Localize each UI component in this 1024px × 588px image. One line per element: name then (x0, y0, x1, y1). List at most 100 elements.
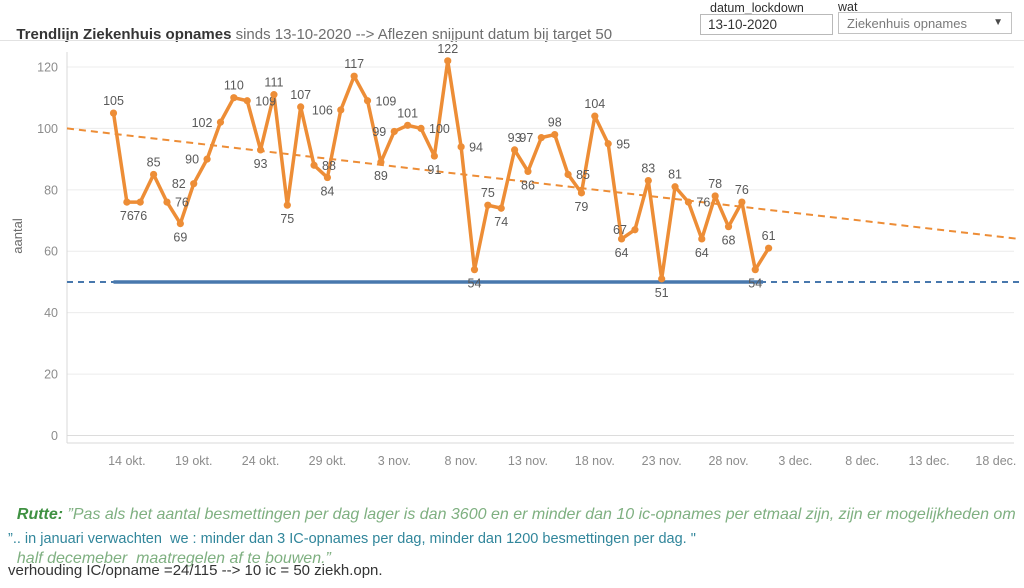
data-point[interactable] (176, 220, 184, 228)
y-tick-label: 40 (44, 306, 58, 320)
data-point[interactable] (551, 130, 559, 139)
data-point[interactable] (430, 152, 438, 160)
data-point[interactable] (350, 72, 358, 80)
data-point-label: 101 (397, 106, 418, 120)
data-point-label: 84 (320, 185, 334, 199)
data-point[interactable] (270, 91, 278, 99)
data-point-label: 105 (103, 94, 124, 108)
data-point[interactable] (123, 198, 131, 206)
rutte-quote-line1: ”Pas als het aantal besmettingen per dag… (63, 506, 1016, 523)
data-point-label: 51 (655, 286, 669, 300)
y-tick-label: 0 (51, 429, 58, 443)
data-point[interactable] (524, 167, 532, 175)
x-tick-label: 3 nov. (378, 454, 411, 468)
data-point[interactable] (631, 226, 639, 234)
data-point[interactable] (363, 97, 372, 105)
verhouding-note: verhouding IC/opname =24/115 --> 10 ic =… (8, 562, 383, 579)
data-point-label: 74 (494, 215, 508, 229)
trend-chart: 0 20 40 60 80 100 120 aantal 14 okt. 19 okt. 24 ok… (10, 42, 1020, 468)
x-tick-label: 24 okt. (242, 454, 280, 468)
data-point-label: 107 (290, 88, 311, 102)
data-point[interactable] (377, 158, 385, 166)
x-tick-label: 8 dec. (845, 454, 879, 468)
data-point[interactable] (644, 177, 652, 185)
data-point[interactable] (537, 134, 545, 142)
data-point[interactable] (497, 204, 505, 212)
data-point[interactable] (190, 180, 198, 188)
data-point-label: 88 (322, 159, 336, 173)
x-tick-label: 13 nov. (508, 454, 548, 468)
data-point-label: 54 (468, 277, 482, 291)
data-point[interactable] (591, 112, 599, 120)
data-point[interactable] (617, 235, 626, 243)
data-point[interactable] (256, 146, 265, 154)
x-tick-label: 8 nov. (445, 454, 478, 468)
title-snijpunt: snijpunt (431, 26, 484, 43)
data-point[interactable] (671, 183, 679, 191)
data-point[interactable] (724, 223, 733, 231)
wat-dropdown[interactable]: Ziekenhuis opnames ▼ (838, 12, 1012, 34)
header-separator (0, 40, 1024, 41)
data-point-label: 78 (708, 177, 722, 191)
data-point[interactable] (163, 198, 171, 206)
data-point[interactable] (283, 201, 291, 209)
data-point[interactable] (297, 103, 305, 111)
data-point-label: 104 (584, 97, 605, 111)
data-point[interactable] (109, 109, 118, 117)
data-point[interactable] (577, 189, 586, 197)
data-point[interactable] (738, 198, 746, 206)
data-point-label: 81 (668, 168, 682, 182)
data-point-label: 109 (255, 94, 276, 108)
y-tick-label: 80 (44, 183, 58, 197)
data-point[interactable] (765, 244, 773, 252)
x-tick-label: 23 nov. (642, 454, 682, 468)
data-point[interactable] (751, 266, 759, 274)
data-point[interactable] (337, 106, 345, 114)
data-point[interactable] (564, 170, 572, 179)
data-point-label: 67 (613, 223, 627, 237)
data-point-label: 111 (264, 76, 283, 90)
y-axis-title: aantal (10, 218, 25, 254)
data-point[interactable] (684, 198, 693, 206)
data-point[interactable] (323, 173, 332, 182)
trend-line (66, 127, 1020, 240)
data-point[interactable] (150, 170, 158, 179)
y-tick-label: 60 (44, 245, 58, 259)
data-point-label: 85 (147, 155, 161, 169)
data-point-label: 54 (748, 277, 762, 291)
data-point[interactable] (136, 198, 144, 206)
x-tick-label: 14 okt. (108, 454, 146, 468)
data-point[interactable] (510, 146, 519, 154)
data-point-label: 109 (376, 94, 397, 108)
data-point[interactable] (417, 124, 425, 132)
data-point-label: 99 (372, 125, 386, 139)
data-point-label: 68 (722, 234, 736, 248)
data-point[interactable] (444, 57, 452, 65)
data-point[interactable] (711, 192, 719, 200)
data-point[interactable] (310, 161, 318, 169)
data-point[interactable] (230, 94, 238, 102)
data-point[interactable] (390, 127, 398, 136)
title-measure: Ziekenhuis opnames (83, 26, 232, 43)
data-point-label: 90 (185, 153, 199, 167)
data-point[interactable] (216, 118, 225, 126)
data-point[interactable] (404, 121, 412, 129)
caret-down-icon[interactable]: ▼ (993, 17, 1003, 28)
y-tick-label: 20 (44, 368, 58, 382)
datum-lockdown-input[interactable] (700, 14, 833, 35)
data-point[interactable] (243, 97, 251, 105)
data-point[interactable] (698, 235, 706, 243)
data-point[interactable] (457, 143, 465, 151)
data-point[interactable] (470, 266, 479, 274)
x-tick-label: 28 nov. (708, 454, 748, 468)
page-title: Trendlijn Ziekenhuis opnames sinds 13-10… (8, 9, 612, 43)
data-point[interactable] (484, 201, 492, 209)
data-point-label: 75 (280, 212, 294, 226)
data-point-label: 91 (427, 163, 441, 177)
data-point[interactable] (203, 155, 211, 163)
data-point[interactable] (604, 140, 612, 148)
x-tick-label: 13 dec. (909, 454, 950, 468)
data-point[interactable] (658, 275, 666, 283)
data-point-label: 89 (374, 169, 388, 183)
data-point-label: 94 (469, 140, 483, 154)
